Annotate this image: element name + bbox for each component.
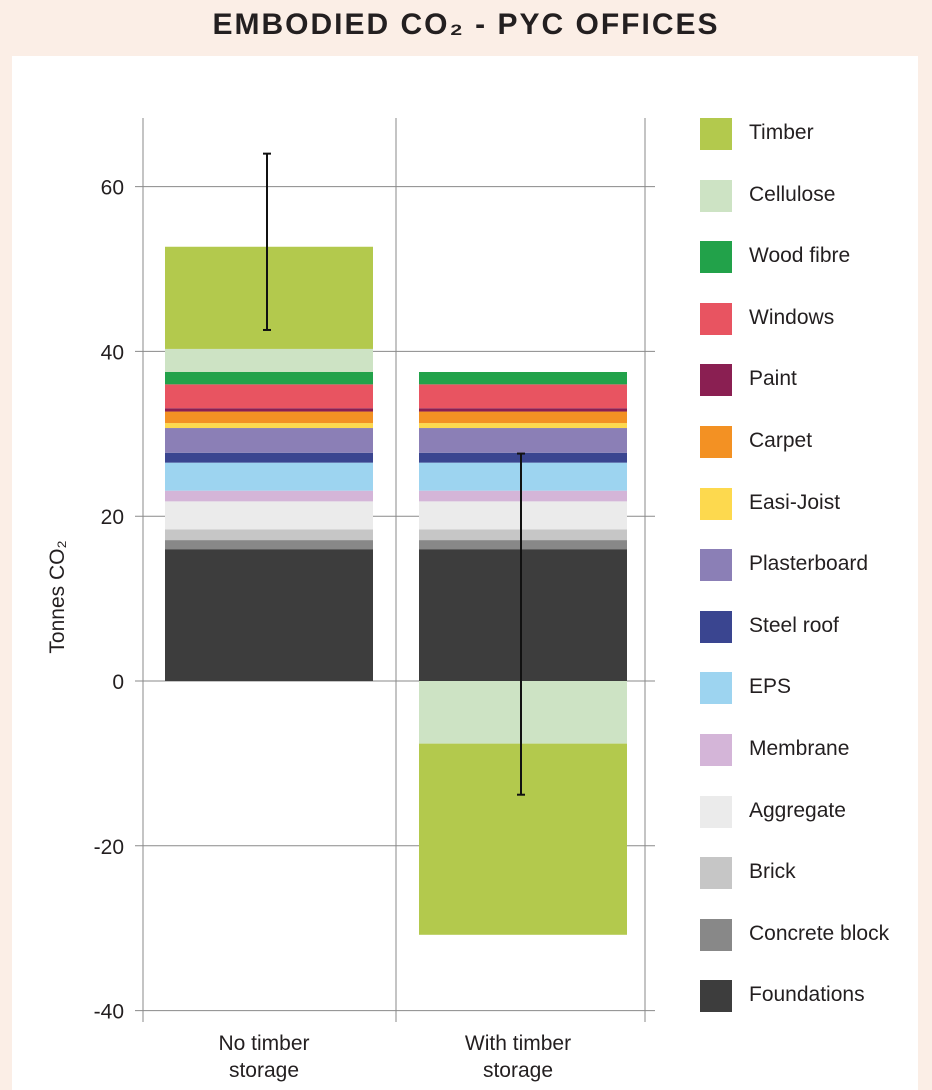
bar-segment-concrete-block [165, 540, 373, 550]
bar-segment-membrane [419, 490, 627, 502]
bar-segment-cellulose [419, 681, 627, 744]
legend-item-brick: Brick [700, 857, 920, 890]
bar-segment-brick [165, 529, 373, 541]
x-category-label: With timber [465, 1032, 571, 1055]
legend-swatch [700, 672, 732, 705]
y-tick-label: -20 [94, 836, 124, 859]
bar-segment-aggregate [419, 501, 627, 530]
legend-label: Aggregate [749, 798, 846, 822]
legend-swatch [700, 980, 732, 1013]
legend-item-windows: Windows [700, 302, 920, 335]
legend-swatch [700, 241, 732, 274]
legend-label: Concrete block [749, 921, 890, 945]
legend-label: Windows [749, 305, 835, 329]
bar-segment-carpet [165, 411, 373, 424]
bar-segment-wood-fibre [419, 372, 627, 385]
bar-segment-timber [165, 246, 373, 349]
legend-label: Carpet [749, 429, 813, 452]
y-axis-label: Tonnes CO₂ [46, 540, 69, 653]
y-tick-label: 40 [101, 341, 124, 364]
legend-label: Easi-Joist [749, 490, 841, 514]
bar-segment-carpet [419, 411, 627, 424]
legend-swatch [700, 795, 732, 828]
bar-segment-timber [419, 743, 627, 935]
legend-item-wood-fibre: Wood fibre [700, 241, 920, 274]
legend-item-paint: Paint [700, 364, 920, 397]
legend-swatch [700, 426, 732, 458]
legend-item-easi-joist: Easi-Joist [700, 487, 920, 520]
bars [165, 246, 627, 935]
bar-segment-foundations [419, 549, 627, 681]
error-bars [263, 152, 525, 796]
legend-label: Cellulose [749, 182, 836, 206]
legend-label: Steel roof [749, 613, 839, 637]
legend-swatch [700, 364, 732, 397]
bar-segment-membrane [165, 490, 373, 502]
legend-swatch [700, 487, 732, 520]
bar-segment-cellulose [165, 348, 373, 372]
legend-label: Paint [749, 367, 797, 391]
bar-segment-windows [419, 384, 627, 409]
bar-segment-concrete-block [419, 540, 627, 550]
y-tick-label: 20 [101, 506, 124, 529]
legend-swatch [700, 118, 732, 150]
legend-swatch [700, 549, 732, 582]
legend-item-cellulose: Cellulose [700, 179, 920, 212]
bar-segment-eps [419, 462, 627, 491]
y-tick-label: -40 [94, 1001, 124, 1024]
legend-item-plasterboard: Plasterboard [700, 549, 920, 582]
bar-segment-plasterboard [419, 428, 627, 453]
legend-label: Brick [749, 860, 796, 884]
legend-item-aggregate: Aggregate [700, 795, 920, 828]
bar-segment-easi-joist [165, 423, 373, 429]
bar-segment-eps [165, 462, 373, 491]
x-category-label: No timber [218, 1032, 309, 1055]
legend-item-carpet: Carpet [700, 426, 920, 458]
legend-label: Wood fibre [749, 244, 851, 268]
legend-label: Foundations [749, 983, 865, 1007]
bar-segment-steel-roof [419, 452, 627, 463]
bar-segment-easi-joist [419, 423, 627, 429]
legend-item-concrete-block: Concrete block [700, 918, 920, 951]
legend-swatch [700, 857, 732, 890]
bar-segment-wood-fibre [165, 372, 373, 385]
legend-swatch [700, 302, 732, 335]
legend-item-steel-roof: Steel roof [700, 610, 920, 643]
bar-segment-brick [419, 529, 627, 541]
legend-label: Plasterboard [749, 552, 869, 576]
x-category-label: storage [483, 1059, 553, 1082]
bar-segment-plasterboard [165, 428, 373, 453]
legend-label: Membrane [749, 737, 850, 760]
bar-segment-steel-roof [165, 452, 373, 463]
x-category-label: storage [229, 1059, 299, 1082]
legend-label: Timber [749, 121, 814, 144]
legend-item-eps: EPS [700, 672, 920, 705]
legend-swatch [700, 734, 732, 766]
bar-segment-paint [165, 408, 373, 412]
bar-segment-paint [419, 408, 627, 412]
bar-segment-foundations [165, 549, 373, 681]
axes: 60 40 20 0 -20 -40 No timber storage With timber… [46, 177, 571, 1082]
legend-swatch [700, 179, 732, 212]
y-tick-label: 60 [101, 177, 124, 200]
legend-item-timber: Timber [700, 118, 920, 150]
chart-title: EMBODIED CO₂ - PYC OFFICES [212, 8, 720, 41]
bar-segment-aggregate [165, 501, 373, 530]
legend-label: EPS [749, 675, 792, 699]
legend-swatch [700, 610, 732, 643]
legend-item-foundations: Foundations [700, 980, 920, 1013]
legend-swatch [700, 918, 732, 951]
legend-item-membrane: Membrane [700, 734, 920, 766]
bar-segment-windows [165, 384, 373, 409]
y-tick-label: 0 [112, 671, 124, 694]
